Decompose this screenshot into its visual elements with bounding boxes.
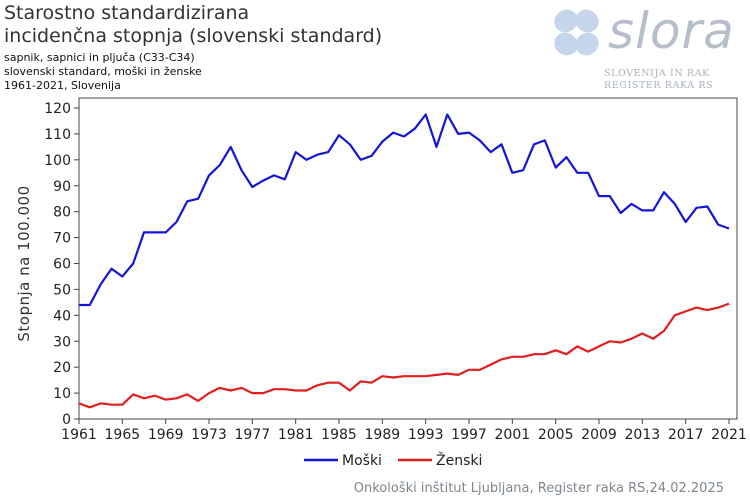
series-line-female bbox=[78, 302, 730, 409]
plot-frame bbox=[78, 97, 738, 420]
x-tick-label: 2001 bbox=[495, 427, 531, 443]
y-tick-label: 60 bbox=[53, 257, 71, 273]
x-tick-label: 1965 bbox=[105, 427, 141, 443]
y-tick-label: 20 bbox=[53, 360, 71, 376]
chart-title: Starostno standardizirana incidenčna sto… bbox=[4, 2, 382, 48]
y-tick-label: 50 bbox=[53, 282, 71, 298]
slora-logo-text: slora bbox=[608, 2, 735, 60]
x-tick-label: 1989 bbox=[365, 427, 401, 443]
source-credit: Onkološki inštitut Ljubljana, Register r… bbox=[353, 481, 724, 496]
legend-label-female: Ženski bbox=[436, 451, 482, 469]
x-tick-label: 1993 bbox=[408, 427, 444, 443]
y-tick-label: 90 bbox=[53, 179, 71, 195]
x-tick-label: 2009 bbox=[581, 427, 617, 443]
x-tick-label: 2013 bbox=[625, 427, 661, 443]
chart-title-line1: Starostno standardizirana bbox=[4, 2, 250, 24]
y-tick-label: 120 bbox=[44, 101, 71, 117]
y-tick-label: 0 bbox=[62, 412, 71, 428]
x-tick-label: 1961 bbox=[61, 427, 97, 443]
y-tick-label: 70 bbox=[53, 231, 71, 247]
slora-logo: slora SLOVENIJA IN RAK REGISTER RAKA RS bbox=[546, 2, 746, 92]
chart-title-line2: incidenčna stopnja (slovenski standard) bbox=[4, 25, 383, 47]
chart-subtitle-line2: slovenski standard, moški in ženske bbox=[4, 65, 202, 78]
x-tick-label: 1969 bbox=[148, 427, 184, 443]
y-tick-label: 10 bbox=[53, 386, 71, 402]
x-tick-label: 2021 bbox=[711, 427, 747, 443]
slora-logo-subtitle1: SLOVENIJA IN RAK bbox=[604, 68, 710, 79]
series-line-male bbox=[79, 113, 730, 307]
y-tick-label: 30 bbox=[53, 334, 71, 350]
x-tick-label: 2017 bbox=[668, 427, 704, 443]
x-tick-label: 1981 bbox=[278, 427, 314, 443]
slora-flower-icon bbox=[554, 9, 599, 56]
y-axis-label: Stopnja na 100.000 bbox=[15, 185, 33, 341]
slora-logo-subtitle2: REGISTER RAKA RS bbox=[604, 80, 714, 91]
y-tick-label: 100 bbox=[44, 153, 71, 169]
x-tick-label: 2005 bbox=[538, 427, 574, 443]
chart-subtitle-line3: 1961-2021, Slovenija bbox=[4, 79, 121, 92]
chart-subtitle: sapnik, sapnici in pljuča (C33-C34) slov… bbox=[4, 51, 202, 93]
x-tick-label: 1985 bbox=[321, 427, 357, 443]
y-tick-label: 80 bbox=[53, 205, 71, 221]
x-tick-label: 1973 bbox=[191, 427, 227, 443]
y-tick-label: 40 bbox=[53, 308, 71, 324]
y-tick-label: 110 bbox=[44, 127, 71, 143]
chart-subtitle-line1: sapnik, sapnici in pljuča (C33-C34) bbox=[4, 51, 195, 64]
legend-label-male: Moški bbox=[342, 453, 382, 469]
x-tick-label: 1997 bbox=[451, 427, 487, 443]
x-tick-label: 1977 bbox=[235, 427, 271, 443]
